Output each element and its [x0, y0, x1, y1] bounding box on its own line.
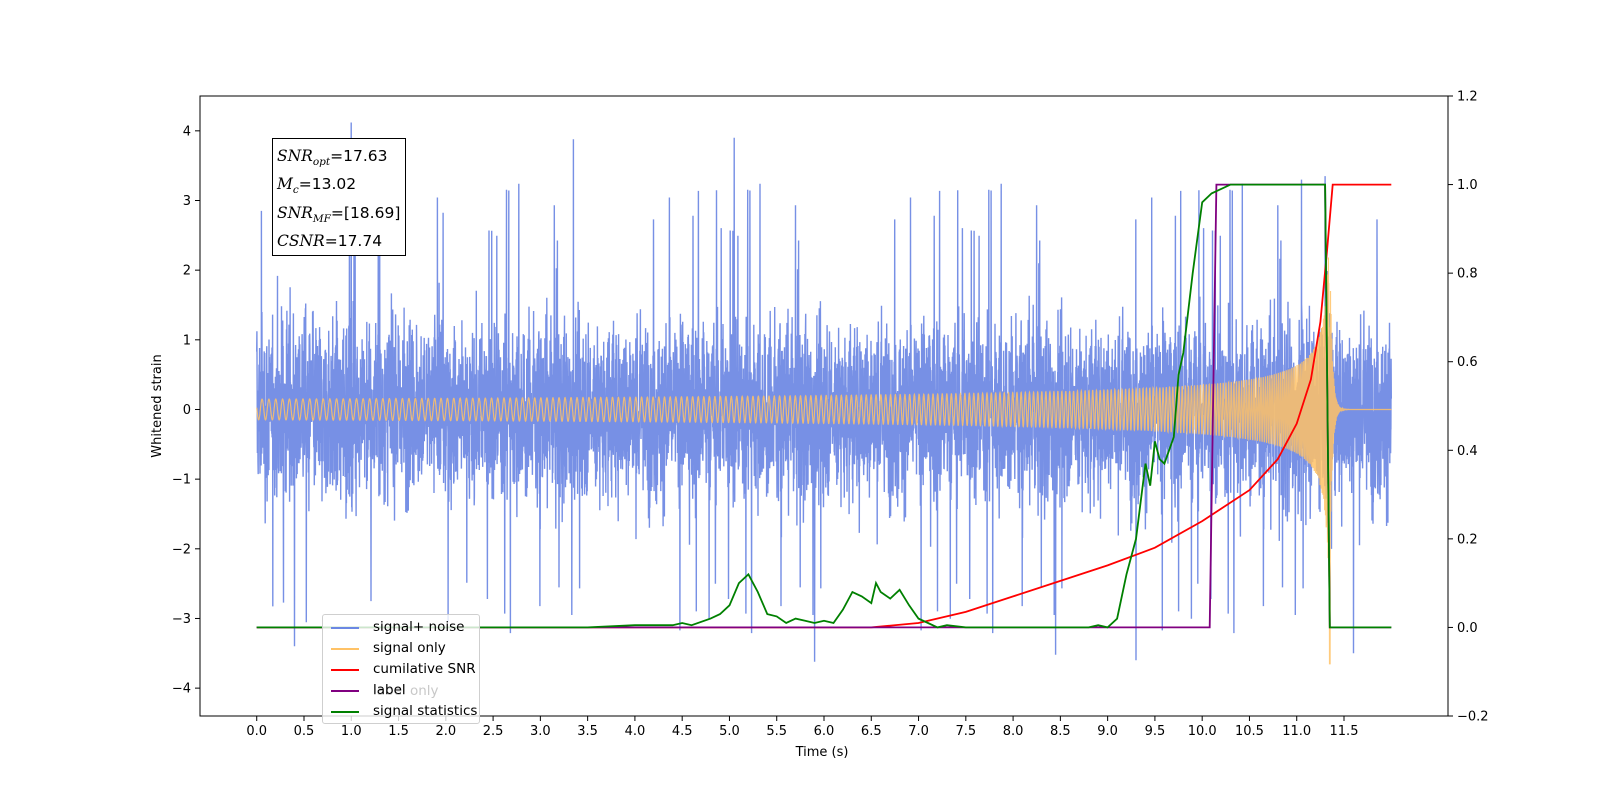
y2-tick-label: 1.2	[1457, 90, 1478, 105]
x-tick-label: 9.0	[1097, 724, 1118, 739]
y-tick-label: −2	[172, 542, 191, 557]
x-tick-label: 10.5	[1235, 724, 1264, 739]
series-line-signal-statistics	[256, 183, 1392, 629]
y-tick-label: 3	[183, 194, 191, 209]
y2-tick-label: 0.6	[1457, 355, 1478, 370]
y-tick-label: 1	[183, 333, 191, 348]
legend-swatch-signal-noise	[331, 627, 359, 629]
legend-swatch-signal-only	[331, 648, 359, 650]
x-tick-label: 8.5	[1050, 724, 1071, 739]
legend-entry-signal-only: signal only	[329, 639, 477, 659]
legend-label-signal-statistics: signal statistics	[373, 703, 478, 719]
y2-tick-label: 0.2	[1457, 532, 1478, 547]
legend-label-label: label	[373, 682, 406, 698]
x-tick-label: 5.5	[766, 724, 787, 739]
y-axis-label: Whitened strain	[150, 354, 165, 457]
x-tick-label: 10.0	[1188, 724, 1217, 739]
series-line-signal-only	[256, 257, 1392, 665]
legend-entry-cumilative-snr: cumilative SNR	[329, 660, 477, 680]
legend-swatch-cumilative-snr	[331, 669, 359, 671]
x-tick-label: 2.0	[435, 724, 456, 739]
x-tick-label: 11.5	[1330, 724, 1359, 739]
y-tick-label: −1	[172, 473, 191, 488]
legend-label-label-only: label only	[373, 683, 439, 699]
legend-entry-label: label	[329, 681, 477, 701]
y2-tick-label: −0.2	[1457, 710, 1489, 725]
legend-label-signal-only: signal only	[373, 640, 446, 656]
y-tick-label: 4	[183, 124, 191, 139]
x-tick-label: 1.0	[341, 724, 362, 739]
annotation-snr-mf: SNRMF=[18.69]	[277, 203, 401, 225]
x-tick-label: 0.0	[246, 724, 267, 739]
x-tick-label: 0.5	[294, 724, 315, 739]
y2-tick-label: 0.4	[1457, 444, 1478, 459]
annotation-csnr: CSNR=17.74	[277, 232, 383, 251]
x-tick-label: 11.0	[1282, 724, 1311, 739]
x-tick-label: 8.0	[1003, 724, 1024, 739]
x-tick-label: 4.5	[672, 724, 693, 739]
plot-area	[256, 122, 1392, 665]
y-tick-label: −3	[172, 612, 191, 627]
y2-tick-label: 1.0	[1457, 178, 1478, 193]
legend-label-cumilative-snr: cumilative SNR	[373, 661, 476, 677]
x-tick-label: 2.5	[483, 724, 504, 739]
legend-entry-signal-statistics: signal statistics	[329, 702, 477, 722]
x-tick-label: 3.5	[577, 724, 598, 739]
x-axis-label: Time (s)	[795, 745, 849, 760]
legend: signal+ noise signal only cumilative SNR…	[322, 614, 480, 724]
y2-tick-label: 0.8	[1457, 267, 1478, 282]
y-tick-label: 2	[183, 264, 191, 279]
legend-entry-label-only: label only	[329, 681, 477, 701]
y2-tick-label: 0.0	[1457, 621, 1478, 636]
x-tick-label: 4.0	[625, 724, 646, 739]
y-tick-label: 0	[183, 403, 191, 418]
legend-label-signal-noise: signal+ noise	[373, 619, 465, 635]
legend-swatch-signal-statistics	[331, 711, 359, 713]
x-tick-label: 5.0	[719, 724, 740, 739]
x-tick-label: 1.5	[388, 724, 409, 739]
x-axis-ticks: 0.0 0.5 1.0 1.5 2.0 2.5 3.0 3.5 4.0 4.5 5.0 5.5 6.0 6…	[246, 716, 1358, 739]
x-tick-label: 6.0	[814, 724, 835, 739]
stats-annotation-box: SNRopt=17.63 Mc=13.02 SNRMF=[18.69] CSNR…	[272, 138, 407, 257]
x-tick-label: 6.5	[861, 724, 882, 739]
legend-entry-signal-noise: signal+ noise	[329, 618, 477, 638]
legend-swatch-label	[331, 690, 359, 692]
y-tick-label: −4	[172, 682, 191, 697]
y2-axis-ticks: −0.2 0.0 0.2 0.4 0.6 0.8 1.0 1.2	[1448, 90, 1489, 725]
annotation-snr-opt: SNRopt=17.63	[277, 147, 388, 169]
annotation-mc: Mc=13.02	[277, 175, 357, 197]
series-line-signal-noise	[256, 122, 1392, 662]
y-axis-ticks: −4 −3 −2 −1 0 1 2 3 4	[172, 124, 200, 697]
x-tick-label: 7.5	[955, 724, 976, 739]
series-line-cumilative-snr	[256, 183, 1392, 629]
x-tick-label: 7.0	[908, 724, 929, 739]
x-tick-label: 9.5	[1145, 724, 1166, 739]
x-tick-label: 3.0	[530, 724, 551, 739]
